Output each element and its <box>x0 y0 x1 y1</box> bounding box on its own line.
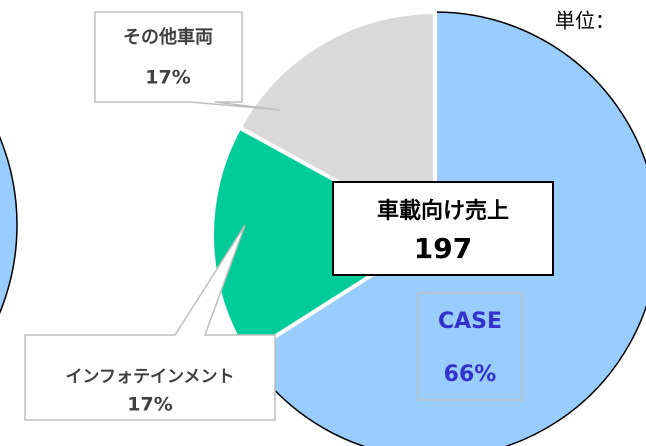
adjacent-pie <box>0 136 18 314</box>
center-value: 197 <box>414 232 472 265</box>
center-box <box>332 181 554 276</box>
label-box <box>417 292 523 401</box>
slice-label: インフォテインメント <box>66 367 235 387</box>
unit-label: 単位： <box>555 9 615 33</box>
slice-value: 66% <box>444 362 497 387</box>
slice-label: その他車両 <box>123 26 213 48</box>
slice-value: 17% <box>145 67 190 89</box>
pie-slice <box>210 124 439 358</box>
callout-box <box>94 11 281 111</box>
center-label: 車載向け売上 <box>377 198 509 224</box>
callout-box <box>24 224 276 421</box>
slice-label: CASE <box>438 309 502 334</box>
slice-value: 17% <box>127 394 172 416</box>
